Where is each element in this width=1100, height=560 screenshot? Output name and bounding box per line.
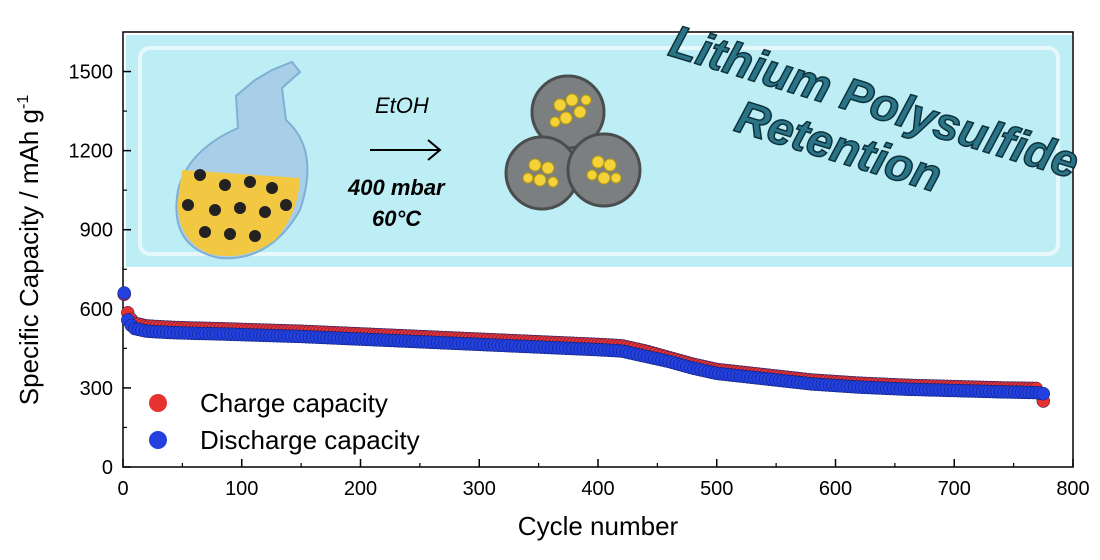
x-tick-label: 800 [1056, 478, 1089, 500]
x-axis: 0 100 200 300 400 500 600 700 800 [117, 459, 1090, 500]
discharge-point [117, 286, 131, 300]
y-tick-label: 1200 [69, 141, 114, 163]
legend-marker-discharge [149, 431, 167, 449]
x-tick-label: 300 [463, 478, 496, 500]
y-tick-label: 1500 [69, 62, 114, 84]
y-axis-title-main: Specific Capacity / mAh g [14, 109, 44, 405]
series-layer [117, 286, 1051, 408]
flask-illustration [175, 60, 309, 260]
y-tick-label: 0 [102, 457, 113, 479]
reaction-arrow [370, 139, 442, 161]
series-discharge [117, 286, 1051, 401]
legend-label-discharge: Discharge capacity [200, 425, 420, 455]
y-axis-title-superscript: -1 [15, 95, 32, 109]
inset-inner-border [138, 46, 1060, 256]
x-tick-label: 700 [938, 478, 971, 500]
x-tick-label: 400 [581, 478, 614, 500]
y-tick-label: 300 [80, 378, 113, 400]
legend-marker-charge [149, 394, 167, 412]
y-axis: 0 300 600 900 1200 1500 [69, 62, 131, 479]
discharge-point [1036, 386, 1051, 401]
arrow-label: EtOH [375, 93, 429, 118]
x-tick-label: 600 [819, 478, 852, 500]
condition-temperature: 60°C [372, 206, 422, 231]
inset-panel: EtOH 400 mbar 60°C [126, 14, 1086, 267]
x-tick-label: 200 [344, 478, 377, 500]
y-tick-label: 900 [80, 220, 113, 242]
x-tick-label: 100 [225, 478, 258, 500]
y-axis-title: Specific Capacity / mAh g-1 [14, 95, 44, 406]
legend: Charge capacity Discharge capacity [149, 388, 420, 455]
y-tick-label: 600 [80, 299, 113, 321]
svg-text:Specific Capacity / mAh g-1: Specific Capacity / mAh g-1 [14, 95, 44, 406]
legend-label-charge: Charge capacity [200, 388, 388, 418]
x-axis-title: Cycle number [518, 511, 679, 541]
x-tick-label: 0 [117, 478, 128, 500]
nanoparticle-illustration [504, 74, 642, 211]
x-tick-label: 500 [700, 478, 733, 500]
condition-pressure: 400 mbar [347, 175, 446, 200]
